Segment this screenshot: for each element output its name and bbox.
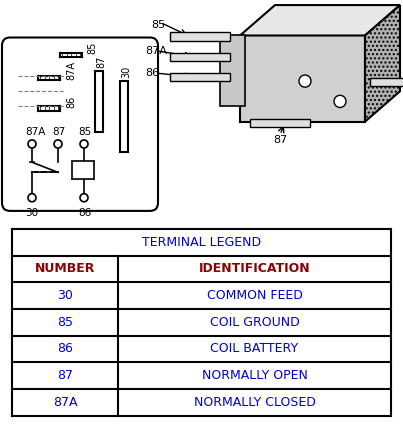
Text: 85: 85: [87, 42, 97, 54]
Text: 87A: 87A: [53, 396, 77, 409]
Text: 85: 85: [151, 20, 165, 31]
Bar: [95, 71, 103, 132]
Text: 87A: 87A: [145, 46, 167, 56]
Text: 86: 86: [145, 68, 159, 78]
Text: 87A: 87A: [25, 127, 46, 137]
Text: COIL BATTERY: COIL BATTERY: [210, 343, 299, 355]
Text: 85: 85: [57, 316, 73, 329]
Text: 87: 87: [96, 56, 106, 68]
Polygon shape: [240, 36, 365, 122]
Polygon shape: [220, 36, 245, 106]
Polygon shape: [240, 5, 400, 36]
Text: COMMON FEED: COMMON FEED: [207, 289, 303, 302]
Text: 86: 86: [66, 95, 76, 108]
Text: NORMALLY OPEN: NORMALLY OPEN: [202, 369, 307, 382]
Bar: [120, 81, 128, 152]
Text: TERMINAL LEGEND: TERMINAL LEGEND: [142, 236, 261, 249]
Circle shape: [80, 194, 88, 202]
Polygon shape: [370, 78, 403, 86]
Circle shape: [80, 140, 88, 148]
Text: NUMBER: NUMBER: [35, 262, 96, 276]
Bar: [72, 161, 94, 179]
Text: 85: 85: [78, 127, 91, 137]
Text: 30: 30: [121, 66, 131, 78]
FancyBboxPatch shape: [2, 37, 158, 211]
Text: 87A: 87A: [66, 61, 76, 81]
Text: 86: 86: [78, 208, 91, 218]
Circle shape: [299, 75, 311, 87]
Polygon shape: [170, 73, 230, 81]
Text: NORMALLY CLOSED: NORMALLY CLOSED: [193, 396, 316, 409]
Circle shape: [54, 140, 62, 148]
Text: 87: 87: [273, 135, 287, 145]
Circle shape: [28, 140, 36, 148]
Text: 87: 87: [57, 369, 73, 382]
Text: 86: 86: [57, 343, 73, 355]
Polygon shape: [250, 119, 310, 127]
Text: 87: 87: [52, 127, 65, 137]
Circle shape: [334, 95, 346, 107]
Polygon shape: [170, 53, 230, 61]
Text: IDENTIFICATION: IDENTIFICATION: [199, 262, 310, 276]
Polygon shape: [170, 33, 230, 41]
Circle shape: [28, 194, 36, 202]
Text: COIL GROUND: COIL GROUND: [210, 316, 299, 329]
Text: 30: 30: [57, 289, 73, 302]
Polygon shape: [365, 5, 400, 122]
Text: 30: 30: [25, 208, 38, 218]
